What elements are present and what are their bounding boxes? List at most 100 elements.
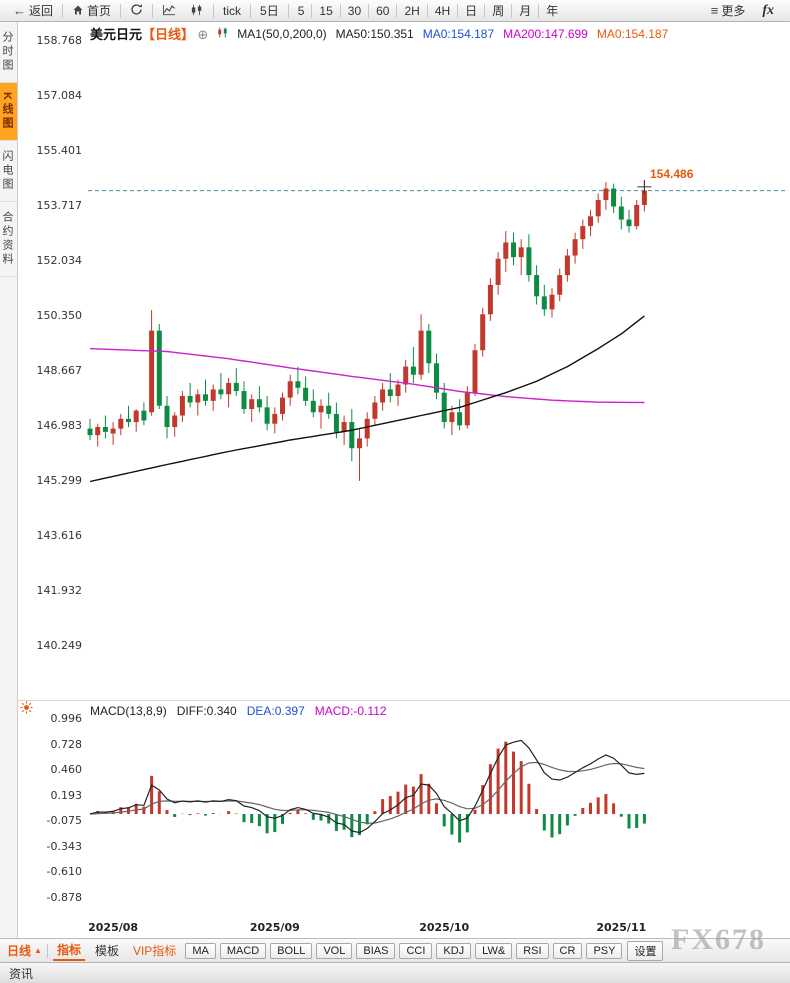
candle-chart-button[interactable]: [185, 0, 209, 22]
back-button[interactable]: ← 返回: [8, 0, 58, 22]
settings-button[interactable]: 设置: [627, 940, 664, 961]
indicator-button-BIAS[interactable]: BIAS: [356, 942, 396, 959]
indicator-button-PSY[interactable]: PSY: [586, 942, 623, 959]
toolbar-separator: [213, 3, 215, 18]
toolbar-separator: [339, 3, 341, 18]
candle-body: [595, 199, 601, 217]
candle-body: [187, 395, 193, 403]
ma0-value-blue: MA0:154.187: [422, 26, 495, 41]
candle-body: [203, 394, 208, 401]
candle-body: [403, 366, 409, 385]
candle-body: [495, 258, 501, 285]
interval-button-周[interactable]: 周: [492, 4, 505, 18]
interval-button-月[interactable]: 月: [519, 4, 532, 18]
candle-body: [141, 410, 147, 421]
indicator-button-MA[interactable]: MA: [185, 942, 216, 959]
ma50-value: MA50:150.351: [335, 26, 414, 41]
sidebar-item-闪电图[interactable]: 闪电图: [0, 141, 17, 202]
back-arrow-icon: ←: [13, 3, 26, 18]
candle-body: [241, 391, 247, 410]
more-button[interactable]: ≡ 更多: [706, 0, 751, 22]
refresh-button[interactable]: [125, 0, 148, 22]
indicator-button-CCI[interactable]: CCI: [399, 942, 433, 959]
indicator-button-BOLL[interactable]: BOLL: [270, 942, 313, 959]
ma-overlay-icon[interactable]: [217, 27, 228, 40]
candle-body: [626, 219, 632, 227]
candle-body: [618, 206, 624, 220]
candle-body: [434, 363, 439, 393]
five-day-label: 5日: [260, 4, 279, 18]
line-chart-icon: [162, 4, 176, 18]
candle-body: [326, 405, 332, 414]
symbol-name: 美元日元: [90, 27, 143, 42]
candle-body: [549, 294, 555, 310]
ma50-line: [89, 315, 645, 483]
candle-body: [557, 275, 563, 295]
indicator-button-LW&[interactable]: LW&: [475, 942, 513, 959]
candle-body: [333, 413, 339, 432]
macd-tick-label: -0.075: [46, 814, 82, 828]
indicator-button-KDJ[interactable]: KDJ: [436, 942, 472, 959]
candle-body: [634, 204, 640, 227]
indicator-button-CR[interactable]: CR: [552, 942, 583, 959]
indicator-button-group: MA MACD BOLL VOL BIAS CCI KDJ LW& RSI CR PSY: [185, 942, 623, 959]
brand-logo: fx: [762, 2, 774, 18]
candle-body: [318, 405, 324, 413]
macd-diff-value: DIFF:0.340: [176, 704, 237, 718]
candle-body: [418, 330, 424, 375]
toolbar-separator: [120, 3, 122, 18]
time-tick-label: 2025/09: [249, 921, 300, 934]
price-axis: 158.768 157.084 155.401 153.717 152.034 150.3…: [18, 0, 84, 983]
candle-body: [487, 284, 493, 315]
home-icon: [72, 4, 84, 18]
candle-body: [156, 330, 162, 406]
tick-button[interactable]: tick: [218, 0, 246, 22]
interval-button-30[interactable]: 30: [347, 3, 362, 18]
more-label: 更多: [721, 4, 746, 18]
interval-button-4H[interactable]: 4H: [434, 3, 451, 18]
sidebar-item-合约资料[interactable]: 合约资料: [0, 202, 17, 277]
indicator-button-VOL[interactable]: VOL: [316, 942, 353, 959]
sidebar-item-K线图[interactable]: K线图: [0, 83, 17, 141]
period-selector[interactable]: 日线 ▲: [7, 942, 42, 959]
sidebar-item-分时图[interactable]: 分时图: [0, 22, 17, 83]
candle-body: [603, 188, 609, 200]
candle-body: [380, 389, 386, 403]
ma-settings-label: MA1(50,0,200,0): [237, 26, 327, 41]
interval-button-日[interactable]: 日: [465, 4, 478, 18]
home-button[interactable]: 首页: [67, 0, 116, 22]
candle-body: [118, 418, 124, 429]
candle-body: [526, 247, 532, 276]
interval-button-年[interactable]: 年: [546, 4, 559, 18]
interval-button-5[interactable]: 5: [297, 3, 305, 18]
indicator-button-MACD[interactable]: MACD: [219, 942, 267, 959]
indicator-settings-icon[interactable]: [20, 701, 33, 719]
candle-body: [503, 242, 509, 259]
candle-body: [287, 381, 293, 398]
news-tab[interactable]: 资讯: [9, 966, 34, 981]
interval-button-2H[interactable]: 2H: [404, 3, 420, 18]
candle-body: [95, 426, 101, 436]
indicator-button-RSI[interactable]: RSI: [516, 942, 549, 959]
candle-body: [256, 399, 262, 408]
tab-指标[interactable]: 指标: [52, 940, 85, 961]
interval-button-15[interactable]: 15: [319, 3, 333, 18]
add-indicator-icon[interactable]: ⊕: [197, 27, 209, 42]
candle-body: [511, 242, 516, 258]
interval-button-group: 5 15 30 60 2H 4H 日周月年: [293, 0, 564, 22]
candle-body: [518, 247, 524, 258]
interval-button-60[interactable]: 60: [376, 3, 390, 18]
candle-body: [226, 382, 232, 395]
line-chart-button[interactable]: [157, 0, 181, 22]
candle-chart-icon: [190, 4, 204, 18]
tab-VIP指标[interactable]: VIP指标: [132, 944, 177, 958]
tab-模板[interactable]: 模板: [94, 944, 119, 958]
toolbar-separator: [538, 3, 540, 18]
macd-header: MACD(13,8,9) DIFF:0.340 DEA:0.397 MACD:-…: [90, 704, 387, 718]
five-day-button[interactable]: 5日: [255, 0, 284, 22]
candle-body: [641, 190, 647, 205]
tick-label: tick: [223, 3, 242, 18]
time-tick-label: 2025/08: [88, 921, 139, 934]
